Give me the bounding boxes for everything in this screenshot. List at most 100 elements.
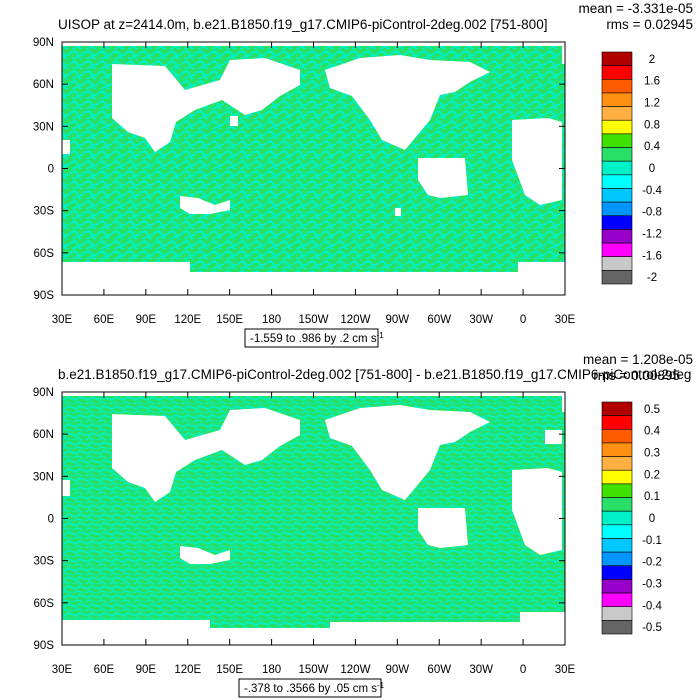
panel-1-colorbar-label: -0.4 bbox=[642, 185, 662, 197]
panel-1-colorbar-swatch bbox=[601, 256, 633, 271]
panel-1-y-tick-label: 60N bbox=[33, 79, 54, 91]
panel-1-y-tick-label: 60S bbox=[34, 248, 55, 260]
panel-1-field bbox=[62, 46, 565, 294]
panel-2-y-tick-label: 60N bbox=[33, 429, 54, 441]
panel-2-range-box: -.378 to .3566 by .05 cm s-1 bbox=[238, 678, 385, 698]
panel-2-colorbar-label: 0.4 bbox=[644, 426, 661, 438]
panel-2-y-tick-label: 0 bbox=[48, 514, 54, 526]
panel-1-colorbar-swatch bbox=[601, 51, 633, 66]
panel-2-y-axis: 90N 60N 30N 0 30S 60S 90S bbox=[33, 387, 565, 652]
panel-1-y-tick-label: 30S bbox=[34, 206, 55, 218]
panel-1-range-sup: -1 bbox=[377, 331, 385, 340]
panel-1-x-tick-label: 60E bbox=[94, 314, 115, 326]
panel-1-range-label: -1.559 to .986 by .2 cm s bbox=[250, 333, 377, 345]
panel-1-x-tick-label: 120W bbox=[340, 314, 370, 326]
panel-2-x-tick-label: 30E bbox=[555, 664, 576, 676]
panel-2-colorbar-label: 0.3 bbox=[644, 447, 660, 459]
panel-2-y-tick-label: 30S bbox=[34, 556, 55, 568]
panel-2-colorbar-swatch bbox=[601, 606, 633, 621]
panel-2-colorbar-swatch bbox=[601, 497, 633, 512]
panel-1-colorbar-swatch bbox=[601, 270, 633, 285]
panel-2-x-tick-label: 60W bbox=[427, 664, 451, 676]
panel-2-colorbar-swatch bbox=[601, 428, 633, 444]
panel-1-x-tick-label: 150W bbox=[298, 314, 328, 326]
panel-2-colorbar-swatch bbox=[601, 510, 633, 526]
panel-2-x-tick-label: 180 bbox=[262, 664, 281, 676]
panel-1-y-tick-label: 90N bbox=[33, 37, 54, 49]
panel-2-x-tick-label: 150E bbox=[216, 664, 243, 676]
panel-1-y-axis: 90N 60N 30N 0 30S 60S 90S bbox=[33, 37, 565, 302]
panel-2-colorbar-label: -0.2 bbox=[642, 557, 662, 569]
panel-2-colorbar-swatch bbox=[601, 401, 633, 416]
panel-2-colorbar-swatch bbox=[601, 483, 633, 498]
panel-2-mean: mean = 1.208e-05 bbox=[583, 352, 693, 367]
panel-2-x-axis: 30E 60E 90E 120E 150E 180 150W 120W 90W 60W 30W 0 30… bbox=[52, 392, 576, 676]
panel-2-colorbar-swatch bbox=[601, 456, 633, 471]
panel-1-x-axis: 30E 60E 90E 120E 150E 180 150W 120W 90W 60W 30W 0 30… bbox=[52, 42, 576, 326]
panel-2-colorbar-label: 0 bbox=[649, 513, 655, 525]
panel-1-colorbar: 2 1.6 1.2 0.8 0.4 0 -0.4 -0.8 -1.2 -1.6 -2 bbox=[601, 51, 663, 285]
panel-2-title: b.e21.B1850.f19_g17.CMIP6-piControl-2deg… bbox=[58, 367, 691, 382]
panel-1-x-tick-label: 60W bbox=[427, 314, 451, 326]
panel-1-x-tick-label: 30E bbox=[555, 314, 576, 326]
panel-2-colorbar-label: -0.4 bbox=[642, 600, 662, 612]
panel-1-colorbar-label: 0 bbox=[649, 163, 655, 175]
panel-2-y-tick-label: 60S bbox=[34, 598, 55, 610]
panel-1-land-mask bbox=[62, 55, 562, 216]
panel-2-colorbar-label: 0.5 bbox=[644, 404, 660, 416]
svg-text:-1.559 to .986 by .2 cm s-1: -1.559 to .986 by .2 cm s-1 bbox=[250, 331, 384, 345]
panel-1-y-tick-label: 30N bbox=[33, 121, 54, 133]
panel-1-y-tick-label: 90S bbox=[34, 290, 55, 302]
panel-1-colorbar-label: -2 bbox=[647, 272, 657, 284]
panel-1-colorbar-label: 1.2 bbox=[644, 97, 660, 109]
panel-2-colorbar-swatch bbox=[601, 579, 633, 594]
svg-text:-.378 to .3566 by .05 cm s-1: -.378 to .3566 by .05 cm s-1 bbox=[244, 681, 385, 695]
panel-1-x-tick-label: 0 bbox=[520, 314, 526, 326]
panel-2-x-tick-label: 30W bbox=[469, 664, 493, 676]
panel-1-x-tick-label: 180 bbox=[262, 314, 281, 326]
panel-2-colorbar-swatch bbox=[601, 592, 633, 608]
panel-1-colorbar-swatch bbox=[601, 147, 633, 162]
panel-1-colorbar-swatch bbox=[601, 65, 633, 80]
panel-1-colorbar-swatch bbox=[601, 229, 633, 244]
panel-2-x-tick-label: 120E bbox=[174, 664, 201, 676]
panel-2-colorbar-label: -0.1 bbox=[642, 535, 662, 547]
panel-2-range-sup: -1 bbox=[377, 681, 385, 690]
panel-2-x-tick-label: 150W bbox=[298, 664, 328, 676]
panel-2-colorbar-label: 0.2 bbox=[644, 469, 660, 481]
panel-1-colorbar-label: -1.6 bbox=[642, 250, 662, 262]
panel-1-colorbar-swatch bbox=[601, 201, 633, 217]
panel-2-land-mask bbox=[62, 405, 562, 564]
panel-2-colorbar-swatch bbox=[601, 524, 633, 539]
panel-1-colorbar-swatch bbox=[601, 119, 633, 135]
panel-1-colorbar-swatch bbox=[601, 106, 633, 121]
panel-1-range-box: -1.559 to .986 by .2 cm s-1 bbox=[244, 328, 384, 348]
panel-2-x-tick-label: 0 bbox=[520, 664, 526, 676]
panel-1-x-tick-label: 30W bbox=[469, 314, 493, 326]
panel-2-x-tick-label: 90W bbox=[386, 664, 410, 676]
panel-2-colorbar-swatch bbox=[601, 551, 633, 567]
panel-1-title: UISOP at z=2414.0m, b.e21.B1850.f19_g17.… bbox=[58, 17, 547, 32]
panel-1-colorbar-label: 0.8 bbox=[644, 119, 660, 131]
panel-1-colorbar-swatch bbox=[601, 92, 633, 107]
panel-2-colorbar-swatch bbox=[601, 565, 633, 580]
panel-1-colorbar-label: -1.2 bbox=[642, 229, 662, 241]
panel-2-x-tick-label: 120W bbox=[340, 664, 370, 676]
panel-1-colorbar-swatch bbox=[601, 133, 633, 148]
panel-2-colorbar-swatch bbox=[601, 620, 633, 635]
panel-2-colorbar-swatch bbox=[601, 415, 633, 430]
panel-1-colorbar-swatch bbox=[601, 242, 633, 258]
panel-1-x-tick-label: 30E bbox=[52, 314, 73, 326]
panel-1-colorbar-label: 1.6 bbox=[644, 76, 660, 88]
panel-2-colorbar-label: -0.3 bbox=[642, 579, 662, 591]
panel-1-colorbar-label: -0.8 bbox=[642, 207, 662, 219]
panel-1-rms: rms = 0.02945 bbox=[606, 17, 693, 32]
panel-1: UISOP at z=2414.0m, b.e21.B1850.f19_g17.… bbox=[33, 1, 693, 348]
panel-1-colorbar-swatch bbox=[601, 160, 633, 176]
panel-2-field bbox=[62, 396, 565, 645]
panel-2-x-tick-label: 30E bbox=[52, 664, 73, 676]
panel-2-y-tick-label: 90S bbox=[34, 640, 55, 652]
panel-1-x-tick-label: 90E bbox=[136, 314, 157, 326]
panel-2-colorbar-label: -0.5 bbox=[642, 622, 662, 634]
